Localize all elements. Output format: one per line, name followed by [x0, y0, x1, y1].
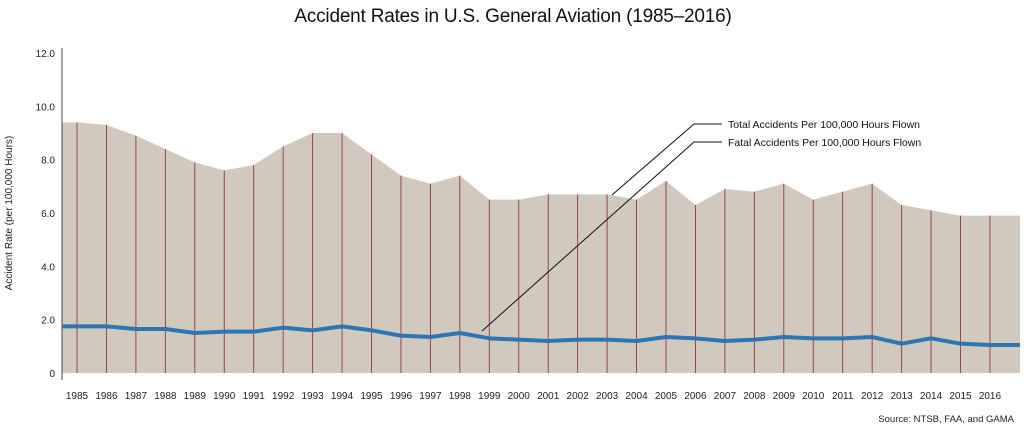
fatal-accidents-annotation-leader — [481, 141, 722, 332]
x-tick-label: 2015 — [949, 391, 972, 402]
fatal-accidents-annotation: Fatal Accidents Per 100,000 Hours Flown — [728, 137, 921, 149]
x-tick-label: 2005 — [655, 391, 678, 402]
x-tick-label: 1990 — [213, 391, 236, 402]
x-tick-label: 1989 — [184, 391, 207, 402]
x-tick-label: 2001 — [537, 391, 560, 402]
x-tick-label: 2004 — [625, 391, 648, 402]
x-tick-label: 1996 — [390, 391, 413, 402]
x-tick-label: 2012 — [861, 391, 884, 402]
x-tick-label: 1994 — [331, 391, 354, 402]
year-gridlines — [76, 122, 991, 373]
total-accidents-area — [62, 122, 1020, 373]
x-tick-label: 2009 — [773, 391, 796, 402]
x-tick-label: 1991 — [243, 391, 266, 402]
y-tick-label: 12.0 — [36, 49, 56, 60]
y-tick-label: 2.0 — [41, 316, 55, 327]
x-tick-label: 1992 — [272, 391, 295, 402]
x-tick-label: 1995 — [360, 391, 383, 402]
x-tick-label: 2006 — [684, 391, 707, 402]
x-tick-label: 2010 — [802, 391, 825, 402]
x-tick-label: 2016 — [979, 391, 1002, 402]
fatal-accidents-line — [62, 324, 1020, 347]
y-tick-label: 6.0 — [41, 209, 55, 220]
chart-title: Accident Rates in U.S. General Aviation … — [294, 6, 732, 27]
x-tick-label: 1998 — [449, 391, 472, 402]
x-tick-label: 1999 — [478, 391, 501, 402]
x-tick-label: 2002 — [567, 391, 590, 402]
x-tick-label: 2011 — [832, 391, 854, 402]
x-tick-label: 2008 — [743, 391, 766, 402]
y-tick-label: 0 — [49, 369, 55, 380]
y-tick-label: 4.0 — [41, 262, 55, 273]
x-tick-label: 2003 — [596, 391, 619, 402]
y-tick-label: 10.0 — [36, 102, 56, 113]
x-tick-label: 1986 — [95, 391, 118, 402]
x-tick-labels: 1985 1986 1987 1988 1989 1990 1991 1992 1993 1994… — [66, 391, 1002, 402]
annotations: Total Accidents Per 100,000 Hours Flown F… — [481, 119, 921, 332]
x-tick-label: 1987 — [125, 391, 148, 402]
source-note: Source: NTSB, FAA, and GAMA — [878, 414, 1014, 425]
x-tick-label: 1997 — [419, 391, 442, 402]
x-tick-label: 2000 — [508, 391, 531, 402]
x-tick-label: 2007 — [714, 391, 737, 402]
y-tick-label: 8.0 — [41, 156, 55, 167]
total-accidents-annotation: Total Accidents Per 100,000 Hours Flown — [728, 119, 920, 131]
total-accidents-annotation-leader — [611, 123, 722, 196]
y-axis-label: Accident Rate (per 100,000 Hours) — [4, 136, 15, 291]
x-tick-label: 1988 — [154, 391, 177, 402]
fatal-accidents-line-layer — [62, 324, 1020, 347]
x-tick-label: 1993 — [301, 391, 324, 402]
x-tick-label: 2013 — [890, 391, 913, 402]
y-tick-labels: 0 2.0 4.0 6.0 8.0 10.0 12.0 — [36, 49, 56, 380]
x-tick-label: 1985 — [66, 391, 89, 402]
x-tick-label: 2014 — [920, 391, 943, 402]
total-accidents-area-layer — [62, 122, 1020, 373]
